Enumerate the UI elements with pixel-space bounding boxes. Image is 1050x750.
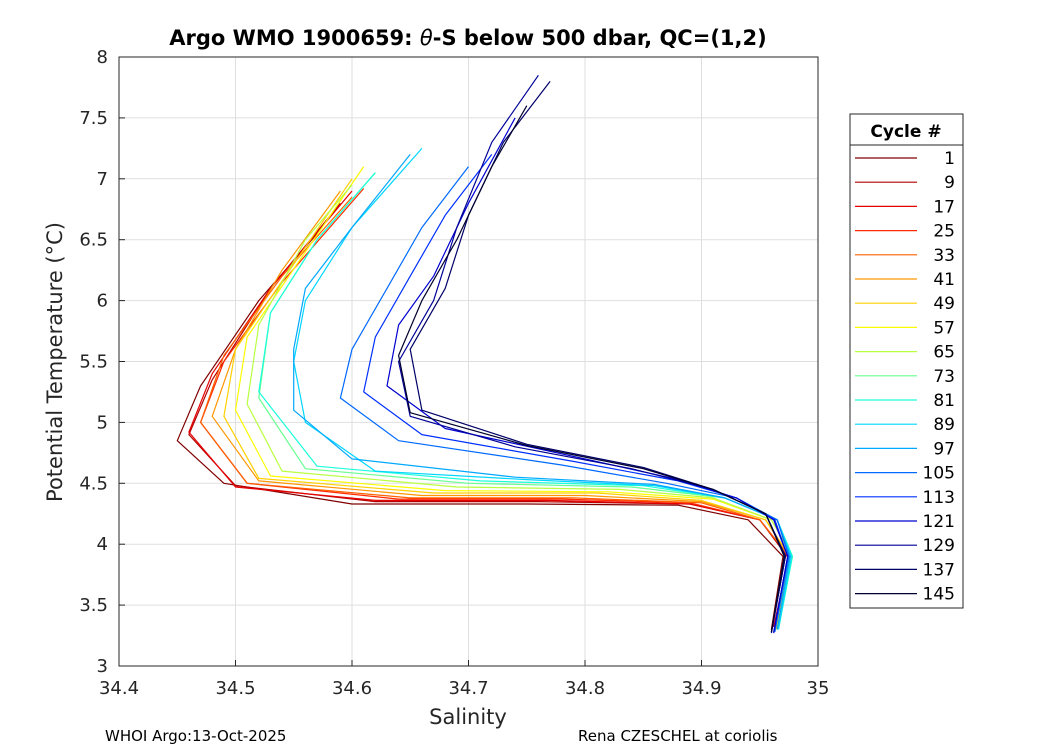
legend-label-cycle-25: 25 (933, 222, 955, 242)
y-axis-label: Potential Temperature (°C) (43, 222, 67, 502)
y-tick-label: 6.5 (79, 230, 108, 251)
legend-label-cycle-129: 129 (923, 536, 955, 556)
x-tick-label: 34.8 (565, 678, 605, 699)
series-line-cycle-105 (339, 166, 790, 633)
axes-frame (118, 56, 819, 667)
y-tick-labels: 3 3.5 4 4.5 5 5.5 6 6.5 7 7.5 8 (79, 47, 108, 677)
legend-label-cycle-57: 57 (933, 318, 955, 338)
legend-label-cycle-9: 9 (944, 173, 955, 193)
x-tick-label: 34.7 (448, 678, 488, 699)
y-tick-label: 4.5 (79, 473, 108, 494)
series-line-cycle-113 (363, 154, 789, 633)
series-line-cycle-145 (398, 105, 785, 633)
legend-label-cycle-41: 41 (933, 270, 955, 290)
x-tick-label: 34.5 (215, 678, 255, 699)
legend-box (849, 113, 964, 609)
y-tick-label: 5.5 (79, 352, 108, 373)
footer-right: Rena CZESCHEL at coriolis (578, 727, 778, 745)
legend-label-cycle-81: 81 (933, 391, 955, 411)
x-tick-label: 34.6 (332, 678, 372, 699)
legend-label-cycle-89: 89 (933, 415, 955, 435)
y-tick-label: 5 (97, 412, 108, 433)
legend-label-cycle-97: 97 (933, 439, 955, 459)
y-tick-label: 7 (97, 169, 108, 190)
y-tick-label: 6 (97, 291, 108, 312)
x-axis-label: Salinity (429, 705, 507, 729)
legend-label-cycle-65: 65 (933, 343, 955, 363)
x-tick-label: 35 (807, 678, 830, 699)
legend-label-cycle-49: 49 (933, 294, 955, 314)
y-tick-label: 8 (97, 47, 108, 68)
series-line-cycle-33 (200, 196, 790, 630)
y-tick-label: 7.5 (79, 108, 108, 129)
legend: Cycle # 1 9 17 25 33 41 49 57 65 73 81 89 97 105 113 12… (849, 113, 964, 609)
grid (118, 56, 819, 667)
x-tick-labels: 34.4 34.5 34.6 34.7 34.8 34.9 35 (99, 678, 829, 699)
x-tick-label: 34.4 (99, 678, 139, 699)
legend-label-cycle-1: 1 (944, 149, 955, 169)
legend-label-cycle-145: 145 (923, 585, 955, 605)
legend-title: Cycle # (870, 122, 941, 142)
legend-label-cycle-121: 121 (923, 512, 955, 532)
legend-items: 1 9 17 25 33 41 49 57 65 73 81 89 97 105 113 121 129 137 1… (855, 149, 955, 605)
series-group (176, 74, 793, 634)
y-tick-label: 3 (97, 656, 108, 677)
legend-label-cycle-73: 73 (933, 367, 955, 387)
legend-label-cycle-113: 113 (923, 488, 955, 508)
legend-label-cycle-33: 33 (933, 246, 955, 266)
legend-label-cycle-17: 17 (933, 197, 955, 217)
y-tick-label: 4 (97, 534, 108, 555)
legend-label-cycle-137: 137 (923, 560, 955, 580)
series-line-cycle-121 (386, 117, 789, 634)
footer-left: WHOI Argo:13-Oct-2025 (105, 727, 286, 745)
x-tick-label: 34.9 (681, 678, 721, 699)
y-tick-label: 3.5 (79, 595, 108, 616)
legend-label-cycle-105: 105 (923, 464, 955, 484)
chart-title: Argo WMO 1900659: θ-S below 500 dbar, QC… (169, 26, 766, 50)
series-line-cycle-1 (176, 233, 784, 630)
